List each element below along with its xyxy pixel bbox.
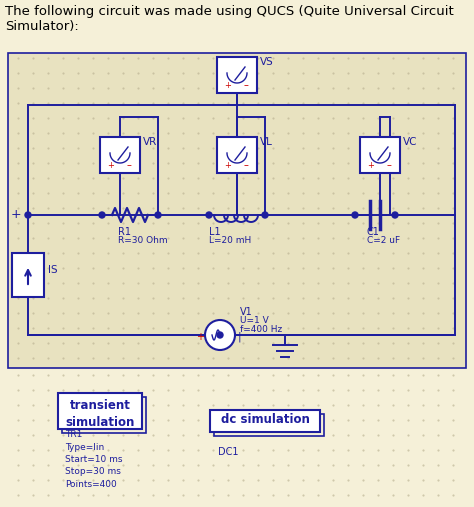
Text: L=20 mH: L=20 mH (209, 236, 251, 245)
Circle shape (206, 212, 212, 218)
Text: +: + (196, 332, 204, 342)
Text: VC: VC (403, 137, 418, 147)
Text: R=30 Ohm: R=30 Ohm (118, 236, 168, 245)
Text: +: + (225, 161, 231, 169)
Bar (8, 53, 466, 368)
Bar (58, 393, 142, 429)
Bar (210, 410, 320, 432)
Text: +: + (225, 81, 231, 90)
Text: IS: IS (48, 265, 58, 275)
Text: |: | (237, 332, 241, 342)
Text: TR1
Type=lin
Start=10 ms
Stop=30 ms
Points=400: TR1 Type=lin Start=10 ms Stop=30 ms Poin… (65, 430, 122, 489)
Text: U=1 V: U=1 V (240, 316, 269, 325)
Circle shape (352, 212, 358, 218)
Circle shape (99, 212, 105, 218)
Text: DC1: DC1 (218, 447, 238, 457)
Text: –: – (244, 80, 248, 90)
Bar (217, 57, 257, 93)
Text: dc simulation: dc simulation (220, 413, 310, 426)
Text: +: + (108, 161, 114, 169)
Bar (217, 137, 257, 173)
Text: +: + (367, 161, 374, 169)
Circle shape (262, 212, 268, 218)
Text: C=2 uF: C=2 uF (367, 236, 400, 245)
Text: –: – (127, 160, 131, 170)
Bar (62, 397, 146, 433)
Bar (12, 253, 44, 297)
Circle shape (205, 320, 235, 350)
Text: –: – (387, 160, 392, 170)
Text: V1: V1 (240, 307, 253, 317)
Bar (100, 137, 140, 173)
Bar (214, 414, 324, 436)
Text: VS: VS (260, 57, 274, 67)
Circle shape (392, 212, 398, 218)
Text: C1: C1 (367, 227, 380, 237)
Text: VL: VL (260, 137, 273, 147)
Text: VR: VR (143, 137, 157, 147)
Text: f=400 Hz: f=400 Hz (240, 325, 282, 334)
Bar (360, 137, 400, 173)
Circle shape (155, 212, 161, 218)
Text: The following circuit was made using QUCS (Quite Universal Circuit
Simulator):: The following circuit was made using QUC… (5, 5, 454, 33)
Text: R1: R1 (118, 227, 131, 237)
Text: L1: L1 (209, 227, 220, 237)
Text: +: + (11, 208, 21, 222)
Circle shape (217, 332, 223, 338)
Circle shape (25, 212, 31, 218)
Text: transient
simulation: transient simulation (65, 399, 135, 429)
Text: –: – (244, 160, 248, 170)
